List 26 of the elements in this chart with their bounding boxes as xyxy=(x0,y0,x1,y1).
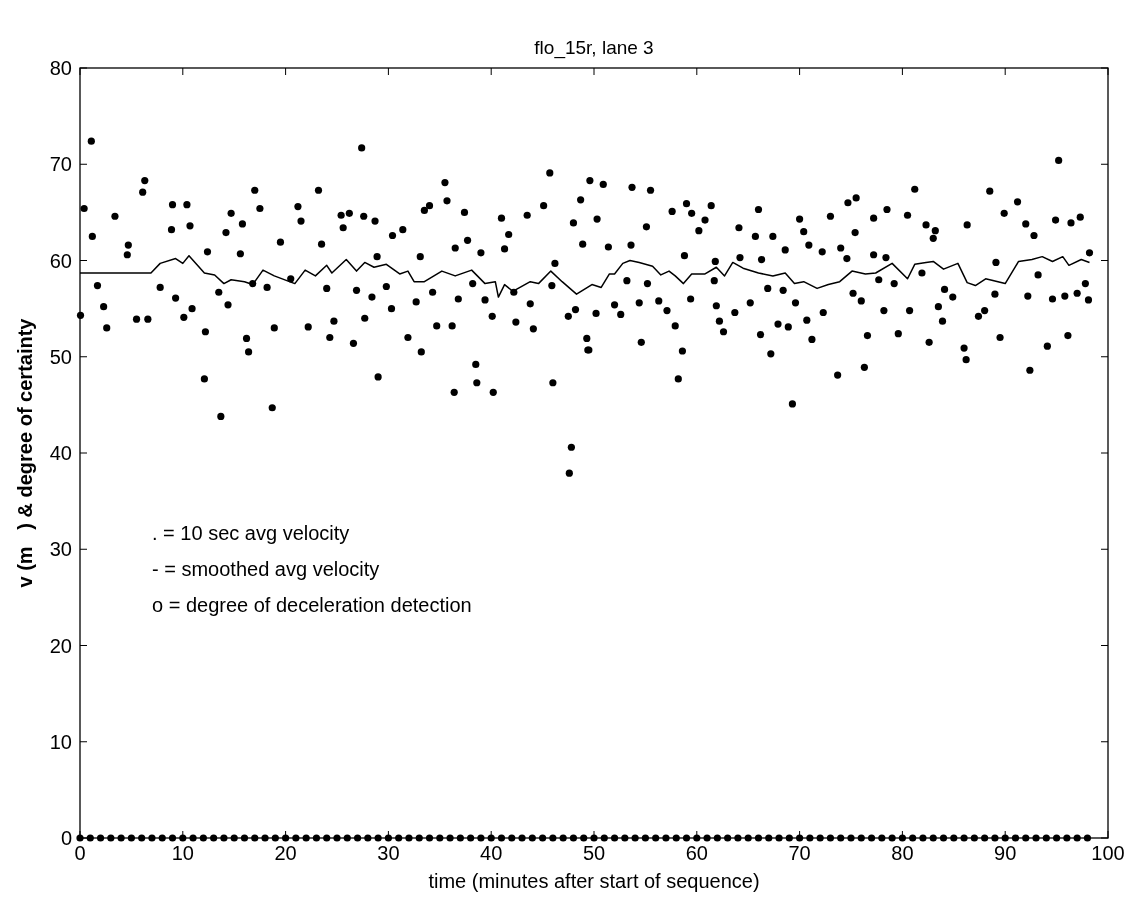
y-tick-label: 10 xyxy=(49,730,72,753)
x-tick-label: 50 xyxy=(582,842,606,864)
x-tick-label: 80 xyxy=(891,842,914,864)
y-tick-label: 70 xyxy=(49,153,72,176)
x-tick-label: 30 xyxy=(377,842,400,864)
y-tick-label: 40 xyxy=(49,442,72,464)
x-tick-label: 0 xyxy=(74,842,86,864)
x-axis-title: time (minutes after start of sequence) xyxy=(428,870,760,892)
annotation: o = degree of deceleration detection xyxy=(152,593,472,616)
x-tick-label: 20 xyxy=(274,842,297,864)
x-tick-label: 90 xyxy=(994,842,1017,864)
y-tick-label: 0 xyxy=(60,827,72,849)
x-tick-label: 10 xyxy=(171,842,194,864)
annotation: . = 10 sec avg velocity xyxy=(152,521,350,544)
x-tick-label: 40 xyxy=(480,842,503,864)
annotation: - = smoothed avg velocity xyxy=(152,557,380,580)
y-tick-label: 30 xyxy=(49,538,72,561)
y-tick-label: 50 xyxy=(49,345,72,368)
x-tick-label: 70 xyxy=(788,842,811,864)
y-tick-label: 80 xyxy=(49,57,72,79)
y-axis-title: v (m ) & degree of certainty xyxy=(14,317,36,588)
chart-title: flo_15r, lane 3 xyxy=(534,37,654,59)
x-tick-label: 60 xyxy=(685,842,708,864)
y-tick-label: 20 xyxy=(49,634,72,657)
x-tick-label: 100 xyxy=(1091,842,1125,864)
y-tick-label: 60 xyxy=(49,249,72,272)
